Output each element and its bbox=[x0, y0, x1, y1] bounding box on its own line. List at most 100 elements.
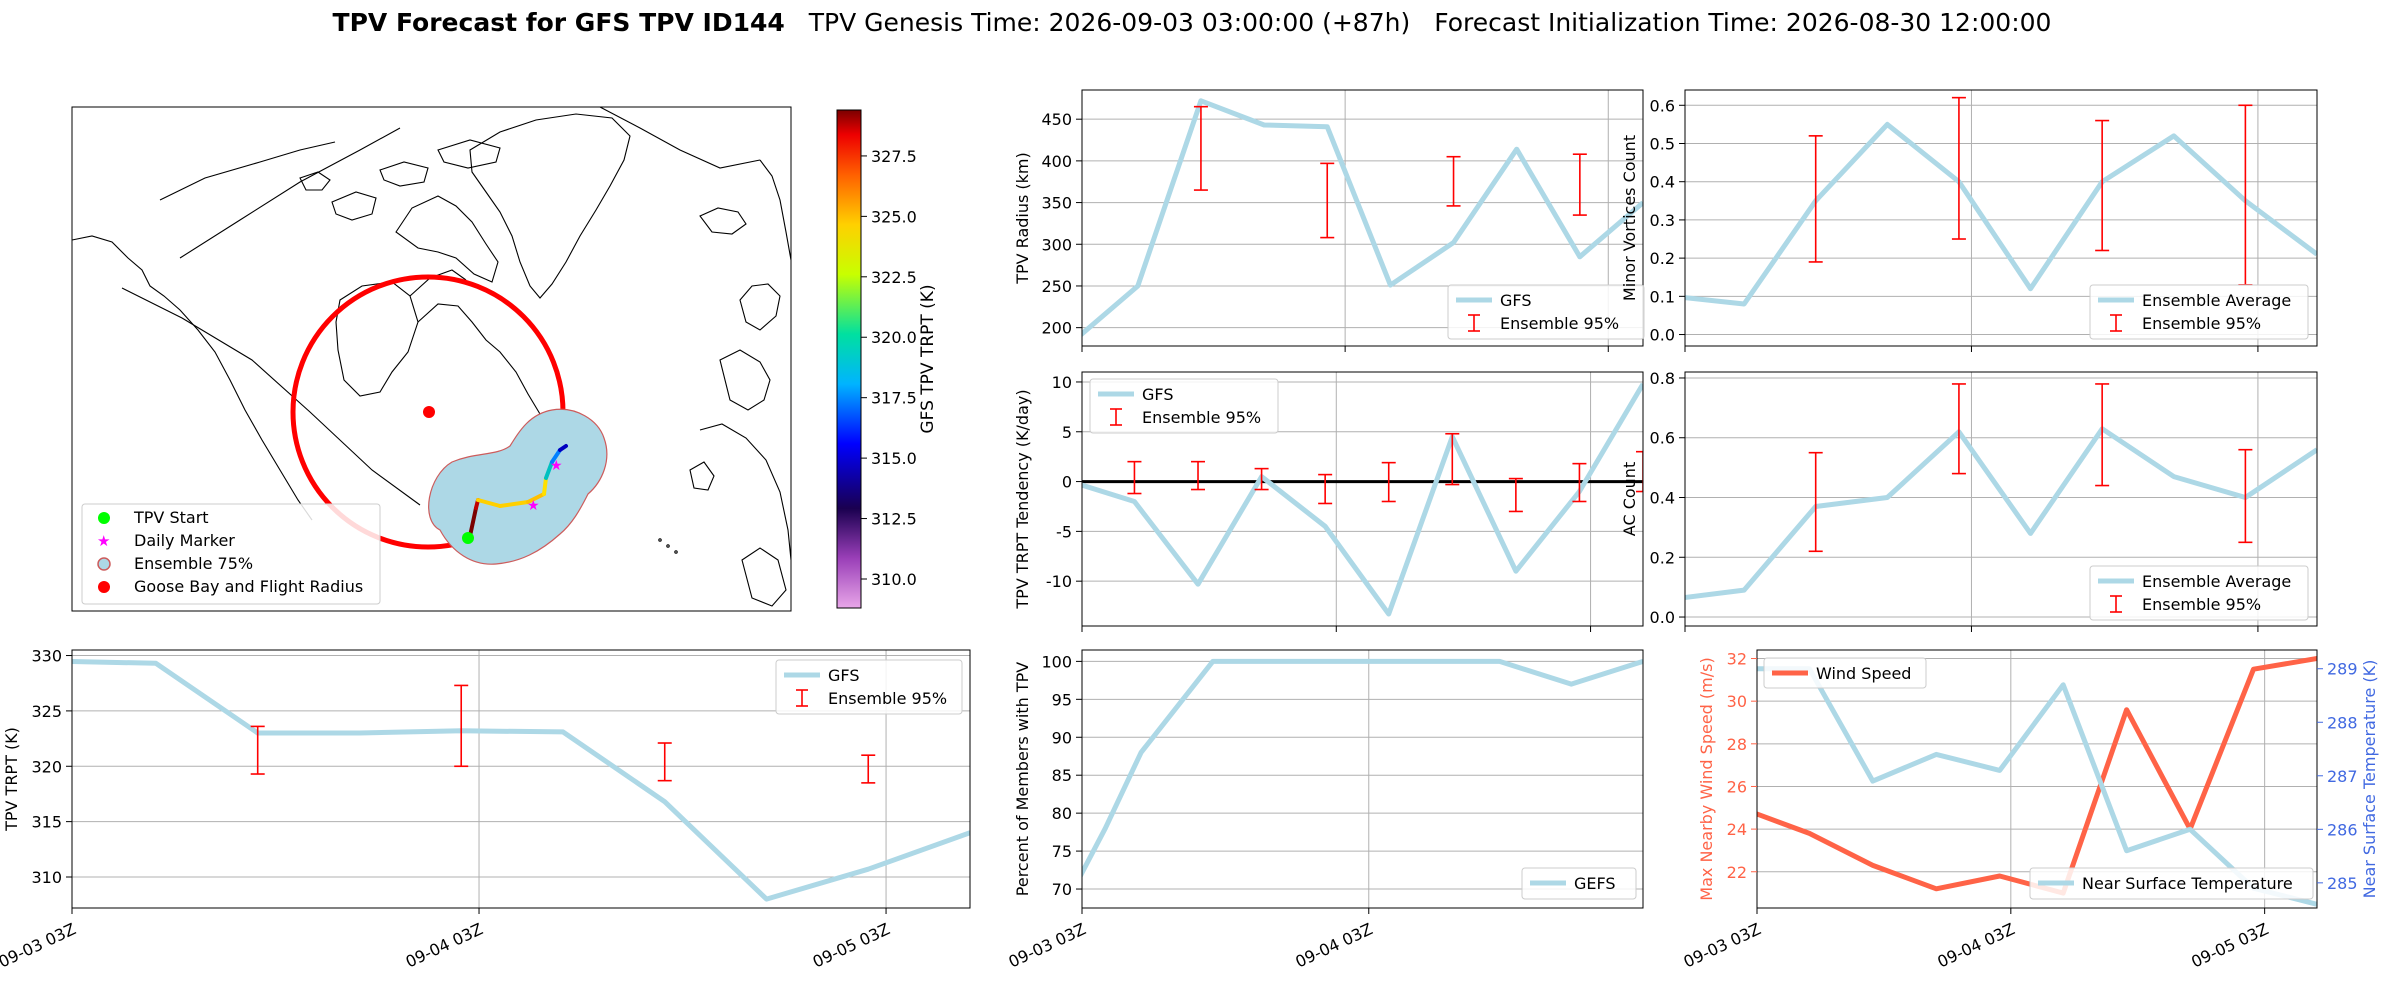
y-tick-label: 80 bbox=[1052, 804, 1072, 823]
y-tick-label: 32 bbox=[1727, 650, 1747, 669]
y-axis-label: TPV TRPT (K) bbox=[2, 727, 21, 832]
legend: Near Surface Temperature bbox=[2029, 867, 2314, 900]
legend-star-icon: ★ bbox=[97, 532, 110, 550]
series-line bbox=[1685, 121, 2317, 307]
x-tick-label: 09-04 03Z bbox=[1292, 919, 1375, 971]
daily-marker-star: ★ bbox=[550, 458, 563, 474]
colorbar-tick-label: 325.0 bbox=[871, 207, 917, 226]
legend-daily-marker: Daily Marker bbox=[134, 531, 235, 550]
figure-title: TPV Forecast for GFS TPV ID144 TPV Genesi… bbox=[333, 8, 2052, 37]
legend-label: Ensemble Average bbox=[2142, 291, 2291, 310]
legend-box bbox=[2029, 867, 2314, 900]
x-tick-label: 09-03 03Z bbox=[0, 919, 79, 971]
panel-frame bbox=[71, 649, 971, 909]
series-group bbox=[1685, 426, 2317, 601]
colorbar-tick-label: 317.5 bbox=[871, 389, 917, 408]
legend-box bbox=[1089, 378, 1279, 434]
y-tick-label: 0.8 bbox=[1650, 369, 1675, 388]
y-axis-label: Max Nearby Wind Speed (m/s) bbox=[1697, 657, 1716, 900]
y-tick-label: 0.1 bbox=[1650, 287, 1675, 306]
legend-label: Wind Speed bbox=[1816, 664, 1911, 683]
colorbar-tick-label: 312.5 bbox=[871, 510, 917, 529]
y-tick-label: 28 bbox=[1727, 735, 1747, 754]
colorbar-tick-label: 310.0 bbox=[871, 570, 917, 589]
tpv-track bbox=[468, 444, 568, 538]
series-group bbox=[1082, 98, 1643, 338]
errorbars bbox=[250, 684, 876, 784]
errorbars bbox=[1193, 105, 1587, 239]
y-tick-label: 0.2 bbox=[1650, 548, 1675, 567]
map-panel: ★ ★ TPV Start ★ Daily Marker Ensemble 75… bbox=[71, 106, 792, 612]
x-tick-label: 09-05 03Z bbox=[810, 919, 893, 971]
y-tick-label: 400 bbox=[1041, 152, 1072, 171]
legend-box bbox=[2089, 284, 2309, 340]
y-tick-label: -10 bbox=[1046, 572, 1072, 591]
colorbar-tick-label: 327.5 bbox=[871, 147, 917, 166]
y-tick-label: 5 bbox=[1062, 423, 1072, 442]
legend: Ensemble Average Ensemble 95% bbox=[2089, 565, 2309, 621]
y-tick-label: 0 bbox=[1062, 473, 1072, 492]
y-tick-label-right: 289 bbox=[2327, 660, 2358, 679]
panel-frame bbox=[1081, 89, 1644, 347]
y-tick-label: 75 bbox=[1052, 842, 1072, 861]
x-tick-label: 09-04 03Z bbox=[1934, 919, 2017, 971]
legend-box bbox=[2089, 565, 2309, 621]
goose-bay-marker bbox=[423, 406, 435, 418]
y-tick-label: 330 bbox=[31, 647, 62, 666]
y-tick-label: -5 bbox=[1056, 522, 1072, 541]
series-group bbox=[72, 658, 970, 902]
colorbar-ticks: 327.5 325.0 322.5 320.0 317.5 315.0 312.5 310.0 bbox=[861, 147, 917, 589]
legend: GFS Ensemble 95% bbox=[775, 659, 963, 715]
legend-label: GEFS bbox=[1574, 874, 1616, 893]
tpv-start-marker bbox=[462, 532, 474, 544]
y-tick-label: 350 bbox=[1041, 194, 1072, 213]
panel-members: 70 75 80 85 90 95 100 09-03 03Z 09-04 03Z Percent… bbox=[1006, 649, 1644, 972]
panel-radius: 200 250 300 350 400 450 TPV Radius (km) GFS Ense… bbox=[1013, 89, 1645, 352]
legend: Ensemble Average Ensemble 95% bbox=[2089, 284, 2309, 340]
legend-label: GFS bbox=[1142, 385, 1173, 404]
colorbar-tick-label: 320.0 bbox=[871, 328, 917, 347]
y-axis-label: Percent of Members with TPV bbox=[1013, 662, 1032, 896]
colorbar-gradient bbox=[836, 109, 862, 609]
series-line bbox=[72, 658, 970, 902]
y-tick-label-right: 286 bbox=[2327, 820, 2358, 839]
legend-tpv-start: TPV Start bbox=[133, 508, 209, 527]
legend-ensemble-75: Ensemble 75% bbox=[134, 554, 253, 573]
y-axis-label: Minor Vortices Count bbox=[1620, 135, 1639, 301]
y-tick-label-right: 285 bbox=[2327, 874, 2358, 893]
series-line bbox=[1757, 656, 2317, 896]
y-tick-label: 200 bbox=[1041, 319, 1072, 338]
y-axis-label-right: Near Surface Temperature (K) bbox=[2360, 660, 2379, 899]
series-group bbox=[1082, 382, 1643, 617]
panel-frame bbox=[1684, 89, 2318, 347]
y-tick-label-right: 287 bbox=[2327, 767, 2358, 786]
y-tick-label: 0.0 bbox=[1650, 326, 1675, 345]
legend: GFS Ensemble 95% bbox=[1447, 284, 1645, 340]
map-coastlines bbox=[72, 107, 791, 607]
y-axis-label: TPV TRPT Tendency (K/day) bbox=[1013, 389, 1032, 609]
panel-frame bbox=[1081, 649, 1644, 909]
legend-goose-bay: Goose Bay and Flight Radius bbox=[134, 577, 363, 596]
colorbar: 327.5 325.0 322.5 320.0 317.5 315.0 312.5 310.0… bbox=[836, 109, 938, 609]
errorbars bbox=[1127, 432, 1643, 513]
x-tick-label: 09-04 03Z bbox=[403, 919, 486, 971]
y-tick-label: 0.4 bbox=[1650, 489, 1675, 508]
legend: GEFS bbox=[1521, 867, 1637, 900]
y-tick-label: 0.6 bbox=[1650, 96, 1675, 115]
y-tick-label: 250 bbox=[1041, 277, 1072, 296]
y-tick-label: 0.6 bbox=[1650, 429, 1675, 448]
series-line bbox=[1082, 98, 1643, 338]
y-tick-label: 26 bbox=[1727, 777, 1747, 796]
legend-label: GFS bbox=[1500, 291, 1531, 310]
map-legend: TPV Start ★ Daily Marker Ensemble 75% Go… bbox=[81, 503, 381, 605]
y-axis-label: TPV Radius (km) bbox=[1013, 152, 1032, 285]
colorbar-tick-label: 315.0 bbox=[871, 449, 917, 468]
y-tick-label: 90 bbox=[1052, 728, 1072, 747]
y-tick-label: 0.3 bbox=[1650, 211, 1675, 230]
legend-label: GFS bbox=[828, 666, 859, 685]
y-tick-label: 300 bbox=[1041, 235, 1072, 254]
legend-label: Ensemble 95% bbox=[828, 689, 947, 708]
y-tick-label: 85 bbox=[1052, 766, 1072, 785]
